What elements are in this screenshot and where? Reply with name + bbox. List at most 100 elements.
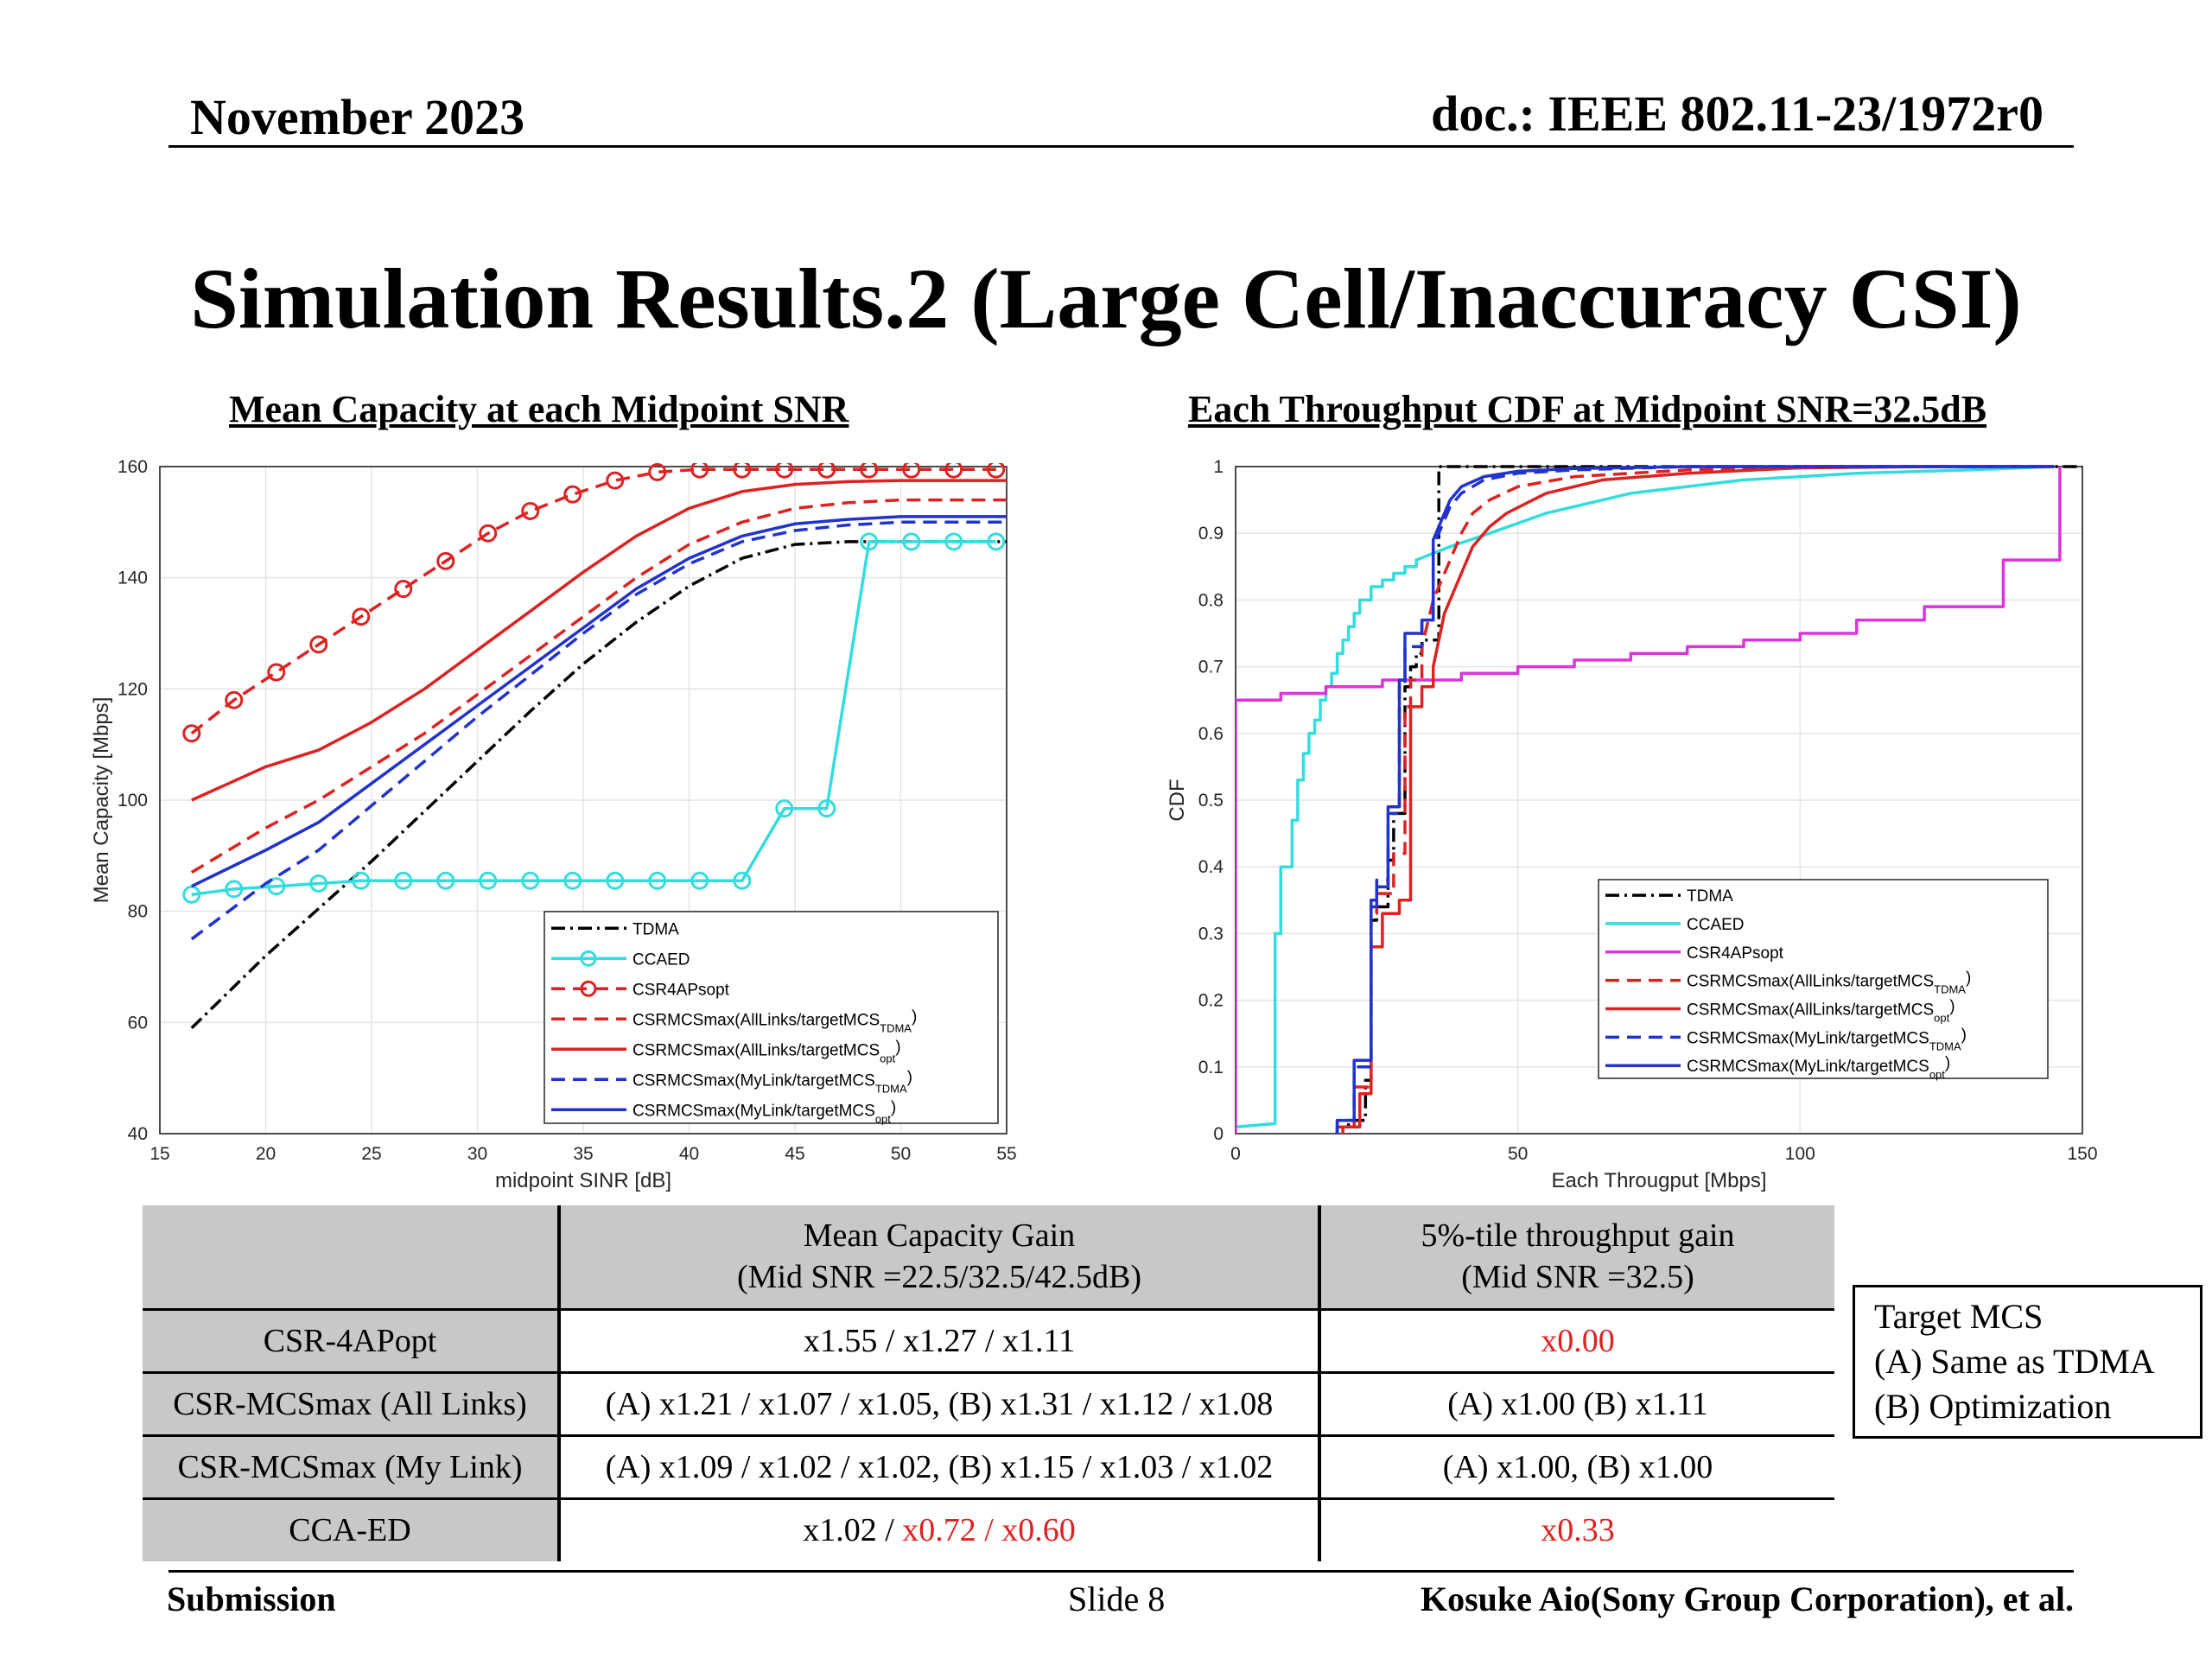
x-tick-label: 0	[1230, 1144, 1241, 1164]
row-label: CCA-ED	[143, 1497, 561, 1561]
legend-label: CCAED	[1687, 916, 1745, 934]
legend-subscript: TDMA	[1929, 1039, 1961, 1052]
y-tick-label: 80	[128, 902, 148, 922]
throughput-gain-cell: x0.33	[1319, 1497, 1834, 1561]
gain-value-red: x0.72 / x0.60	[902, 1512, 1076, 1549]
plot-frame	[159, 466, 1007, 1135]
data-point	[352, 607, 371, 626]
y-tick-label: 60	[128, 1013, 148, 1033]
mean-capacity-chart: 15 20 25 30 35 40 45 50 55 40 60 80 100 120 140 160 midp…	[90, 457, 1017, 1192]
y-tick-label: 0.6	[1198, 724, 1224, 744]
x-axis-label: Each Througput [Mbps]	[1551, 1169, 1766, 1192]
y-tick-label: 0.5	[1198, 791, 1224, 810]
throughput-gain-cell: x0.00	[1319, 1307, 1834, 1372]
legend-marker	[580, 980, 597, 997]
series-group	[182, 463, 1007, 1030]
x-tick-label: 45	[785, 1144, 804, 1164]
results-table: Mean Capacity Gain (Mid SNR =22.5/32.5/4…	[143, 1205, 1834, 1561]
gain-value: (A) x1.09 / x1.02 / x1.02, (B) x1.15 / x…	[605, 1448, 1274, 1485]
throughput-gain-cell: (A) x1.00 (B) x1.11	[1319, 1370, 1834, 1435]
y-tick-label: 0.7	[1198, 658, 1224, 677]
y-tick-label: 0.3	[1198, 924, 1224, 944]
table-row: CSR-4APopt x1.55 / x1.27 / x1.11 x0.00	[143, 1307, 1834, 1372]
footer-rule	[168, 1570, 2074, 1573]
mean-capacity-gain-cell: (A) x1.21 / x1.07 / x1.05, (B) x1.31 / x…	[559, 1370, 1321, 1435]
x-tick-label: 40	[679, 1144, 699, 1164]
legend-subscript: opt	[1929, 1068, 1945, 1081]
legend-close-paren: )	[895, 1038, 900, 1056]
data-point	[733, 871, 752, 890]
footer-submission: Submission	[167, 1580, 336, 1618]
series-line-3	[190, 498, 1007, 874]
legend-marker	[580, 950, 597, 967]
data-point	[182, 885, 201, 904]
legend-label: CSR4APsopt	[1687, 944, 1784, 963]
y-tick-label: 40	[128, 1124, 148, 1144]
data-point	[606, 471, 625, 490]
legend-close-paren: )	[1949, 998, 1955, 1016]
x-axis-label: midpoint SINR [dB]	[495, 1169, 671, 1192]
data-point	[817, 799, 836, 818]
data-point	[182, 724, 201, 743]
y-tick-label: 0	[1213, 1124, 1224, 1144]
left-chart-title: Mean Capacity at each Midpoint SNR	[229, 388, 849, 430]
series-group	[1236, 465, 2082, 1134]
x-tick-label: 15	[149, 1144, 169, 1164]
data-point	[648, 871, 667, 890]
x-tick-label: 55	[996, 1144, 1016, 1164]
y-tick-label: 0.9	[1198, 524, 1224, 543]
table-row: CSR-MCSmax (My Link) (A) x1.09 / x1.02 /…	[143, 1433, 1834, 1498]
legend-subscript: opt	[875, 1112, 891, 1125]
target-mcs-box: Target MCS (A) Same as TDMA (B) Optimiza…	[1853, 1285, 2202, 1439]
series-line-6	[1335, 465, 2055, 1134]
legend-label: CSRMCSmax(AllLinks/targetMCSTDMA)	[1687, 969, 1971, 996]
col-header-line1: Mean Capacity Gain	[803, 1217, 1076, 1255]
mean-capacity-gain-cell: x1.02 / x0.72 / x0.60	[559, 1497, 1321, 1561]
legend-label: TDMA	[1687, 887, 1733, 906]
data-point	[690, 871, 709, 890]
data-point	[690, 463, 709, 479]
y-tick-label: 1	[1213, 457, 1224, 477]
series-line-1	[1236, 465, 2055, 1129]
legend-close-paren: )	[891, 1098, 896, 1116]
y-tick-label: 140	[118, 569, 148, 588]
x-tick-label: 20	[256, 1144, 276, 1164]
data-point	[606, 871, 625, 890]
legend-subscript: TDMA	[875, 1082, 907, 1095]
x-tick-label: 25	[361, 1144, 381, 1164]
y-tick-label: 0.1	[1198, 1058, 1224, 1077]
data-point	[987, 463, 1006, 479]
target-mcs-line3: (B) Optimization	[1874, 1387, 2112, 1426]
data-point	[394, 580, 413, 599]
legend-close-paren: )	[907, 1068, 912, 1086]
x-tick-label: 150	[2067, 1144, 2097, 1164]
legend-subscript: opt	[880, 1052, 895, 1065]
throughput-gain-header: 5%-tile throughput gain (Mid SNR =32.5)	[1319, 1205, 1834, 1309]
data-point	[648, 463, 667, 481]
header-doc-number: doc.: IEEE 802.11-23/1972r0	[1431, 86, 2044, 142]
gain-value: (A) x1.21 / x1.07 / x1.05, (B) x1.31 / x…	[605, 1385, 1274, 1422]
data-point	[902, 532, 921, 551]
x-tick-label: 100	[1785, 1144, 1815, 1164]
data-point	[944, 463, 963, 479]
legend-close-paren: )	[912, 1007, 917, 1026]
data-point	[479, 871, 498, 890]
data-point	[309, 874, 328, 893]
legend-subscript: TDMA	[1934, 983, 1966, 996]
y-tick-label: 120	[118, 679, 148, 699]
legend-label: CCAED	[632, 950, 690, 969]
data-point	[733, 463, 752, 479]
footer-slide-number: Slide 8	[1068, 1580, 1166, 1618]
data-point	[817, 463, 836, 479]
y-tick-label: 100	[118, 791, 148, 810]
data-point	[225, 880, 244, 899]
table-corner-cell	[143, 1205, 561, 1309]
data-point	[436, 551, 455, 570]
col-header-line1: 5%-tile throughput gain	[1421, 1217, 1735, 1255]
data-point	[987, 532, 1006, 551]
legend-close-paren: )	[1945, 1054, 1950, 1072]
target-mcs-line2: (A) Same as TDMA	[1874, 1342, 2155, 1381]
data-point	[225, 690, 244, 709]
data-point	[563, 485, 582, 504]
legend-subscript: opt	[1934, 1012, 1949, 1025]
